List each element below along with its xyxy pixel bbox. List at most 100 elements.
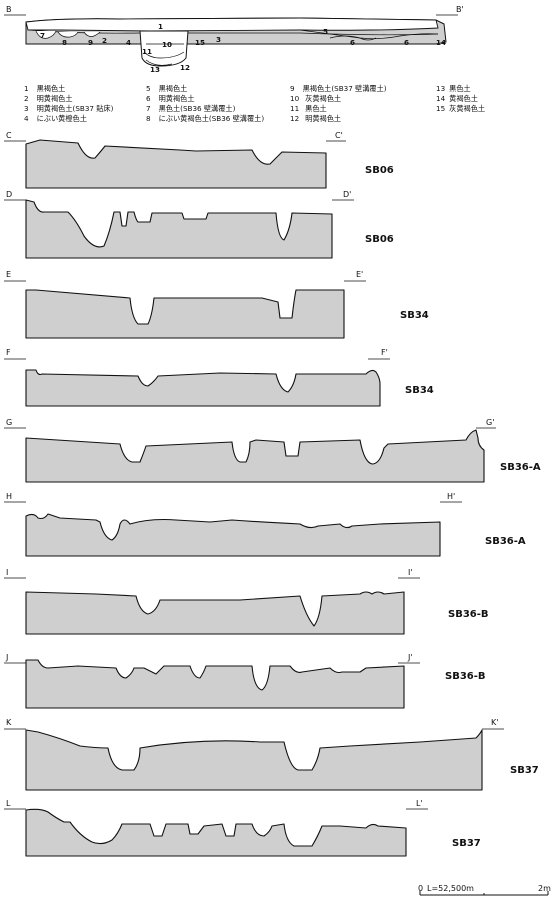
section-b-left-label: B — [6, 5, 12, 14]
section-left-label: G — [6, 418, 12, 427]
layer-number: 8 — [62, 38, 67, 47]
legend-num: 6 — [146, 94, 151, 103]
section-l-profile — [26, 809, 406, 856]
section-name: SB34 — [400, 310, 429, 321]
svg-text:5黒褐色土: 5 黒褐色土 — [146, 84, 187, 93]
section-i-profile — [26, 592, 404, 634]
legend-num: 11 — [290, 104, 299, 113]
section-left-label: F — [6, 348, 11, 357]
legend-text: 黒褐色土 — [37, 84, 66, 93]
section-right-label: I' — [408, 568, 413, 577]
section-c-profile — [26, 140, 326, 188]
layer-number: 3 — [216, 35, 221, 44]
legend-num: 8 — [146, 114, 151, 123]
section-c: C C' SB06 — [4, 131, 394, 188]
legend-num: 9 — [290, 84, 295, 93]
legend-text: 明黄褐色土 — [37, 94, 73, 103]
section-right-label: K' — [491, 718, 498, 727]
section-right-label: F' — [381, 348, 388, 357]
legend-text: 明黄褐色土 — [305, 114, 341, 123]
section-left-label: E — [6, 270, 11, 279]
section-b-upper-layer — [26, 18, 438, 31]
section-name: SB36-A — [485, 536, 526, 547]
section-f: F F' SB34 — [4, 348, 434, 406]
layer-number: 9 — [88, 38, 93, 47]
section-name: SB37 — [452, 838, 481, 849]
section-left-label: L — [6, 799, 11, 808]
scale-level: L=52,500m — [427, 884, 474, 893]
section-left-label: C — [6, 131, 12, 140]
layer-number: 15 — [195, 38, 205, 47]
layer-number: 13 — [150, 65, 160, 74]
section-left-label: K — [6, 718, 12, 727]
legend-text: 黒色土 — [449, 84, 471, 93]
legend-num: 2 — [24, 94, 29, 103]
section-f-profile — [26, 370, 380, 406]
section-left-label: I — [6, 568, 8, 577]
section-right-label: D' — [343, 190, 351, 199]
legend-text: 明黄褐色土(SB37 貼床) — [37, 104, 114, 113]
section-b: B B' 1 2 3 4 5 6 6 7 8 9 10 11 12 13 14 — [4, 5, 464, 74]
legend-text: 黒褐色土 — [159, 84, 188, 93]
section-e-profile — [26, 290, 344, 338]
legend-num: 13 — [436, 84, 445, 93]
legend-column-2: 5 黒褐色土 6 明黄褐色土 7 黒色土(SB36 壁溝覆土) 8 にぶい黄褐色土(SB… — [146, 84, 264, 123]
section-h: H H' SB36-A — [4, 492, 526, 556]
layer-number: 6 — [404, 38, 409, 47]
legend-column-1: 1 黒褐色土 2 明黄褐色土 3 明黄褐色土(SB37 貼床) 4 にぶい黄橙色土 — [24, 84, 114, 123]
section-right-label: C' — [335, 131, 343, 140]
legend-num: 1 — [24, 84, 29, 93]
layer-number: 5 — [323, 27, 328, 36]
section-right-label: G' — [486, 418, 494, 427]
section-right-label: L' — [416, 799, 423, 808]
layer-number: 2 — [102, 36, 107, 45]
section-name: SB34 — [405, 385, 434, 396]
section-left-label: J — [5, 653, 8, 662]
legend-text: にぶい黄褐色土(SB36 壁溝覆土) — [159, 114, 265, 123]
layer-number: 7 — [40, 31, 45, 40]
section-d: D D' SB06 — [4, 190, 394, 258]
legend-text: 灰黄褐色土 — [449, 104, 485, 113]
section-h-profile — [26, 514, 440, 556]
section-right-label: E' — [356, 270, 363, 279]
section-l: L L' SB37 — [4, 799, 481, 856]
legend-text: にぶい黄橙色土 — [37, 114, 87, 123]
section-k: K K' SB37 — [4, 718, 539, 790]
section-right-label: H' — [447, 492, 455, 501]
layer-number: 11 — [142, 47, 152, 56]
scale-zero: 0 — [418, 884, 423, 893]
legend-num: 14 — [436, 94, 446, 103]
section-j-profile — [26, 660, 404, 708]
section-g-profile — [26, 430, 484, 482]
legend-column-3: 9 黒褐色土(SB37 壁溝覆土) 10 灰黄褐色土 11 黒色土 12 明黄褐色土 — [290, 84, 387, 123]
legend-num: 15 — [436, 104, 445, 113]
layer-number: 12 — [180, 63, 190, 72]
legend-num: 12 — [290, 114, 299, 123]
section-name: SB36-B — [445, 671, 486, 682]
section-b-right-label: B' — [456, 5, 464, 14]
legend-text: 灰黄褐色土 — [305, 94, 341, 103]
legend-column-4: 13 黒色土 14 黄褐色土 15 灰黄褐色土 — [436, 84, 485, 113]
legend-num: 4 — [24, 114, 29, 123]
section-name: SB37 — [510, 765, 539, 776]
legend-text: 明黄褐色土 — [159, 94, 195, 103]
layer-number: 6 — [350, 38, 355, 47]
scale-bar: 0 L=52,500m 2m — [418, 884, 551, 895]
section-d-profile — [26, 200, 332, 258]
legend-num: 7 — [146, 104, 151, 113]
layer-number: 14 — [436, 38, 446, 47]
section-right-label: J' — [407, 653, 413, 662]
